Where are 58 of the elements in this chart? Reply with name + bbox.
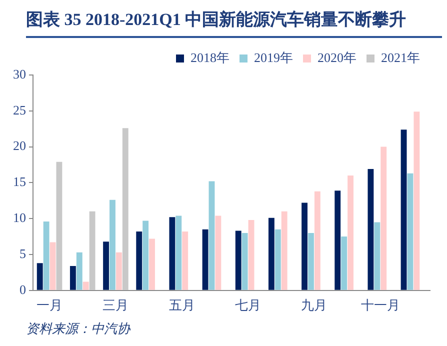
bar xyxy=(56,162,62,290)
bar xyxy=(70,266,76,290)
bar xyxy=(169,217,176,290)
chart-title: 图表 35 2018-2021Q1 中国新能源汽车销量不断攀升 xyxy=(26,9,406,31)
bar xyxy=(268,218,274,290)
bar xyxy=(43,221,50,290)
bar xyxy=(341,236,348,290)
y-tick-label: 10 xyxy=(13,210,26,226)
x-tick-label: 三月 xyxy=(102,298,129,313)
bar xyxy=(407,173,414,290)
bar xyxy=(208,181,215,290)
x-tick-label: 一月 xyxy=(36,298,63,313)
legend-label: 2019年 xyxy=(254,50,293,65)
bar xyxy=(50,242,56,290)
bar xyxy=(374,222,380,290)
bar xyxy=(116,252,122,290)
y-tick-label: 0 xyxy=(20,282,26,297)
text: 资料来源：中汽协 xyxy=(26,320,130,338)
bar xyxy=(182,232,188,290)
x-tick-label: 十一月 xyxy=(360,298,400,313)
bar xyxy=(302,202,308,290)
bar xyxy=(110,200,116,290)
bar xyxy=(368,169,374,290)
bar xyxy=(274,229,281,290)
y-tick-label: 25 xyxy=(13,102,26,118)
bar xyxy=(248,220,254,290)
bar xyxy=(380,146,387,290)
y-tick-label: 5 xyxy=(20,246,26,261)
y-tick-label: 30 xyxy=(13,66,26,82)
bar xyxy=(36,263,43,290)
bar xyxy=(235,230,242,290)
legend-label: 2018年 xyxy=(190,50,230,65)
bar xyxy=(400,130,407,290)
legend-label: 2021年 xyxy=(381,50,420,65)
y-tick-label: 20 xyxy=(13,138,26,154)
bar xyxy=(122,128,128,290)
x-tick-label: 七月 xyxy=(235,298,262,313)
bar xyxy=(281,211,288,290)
bar xyxy=(308,232,314,290)
x-tick-label: 九月 xyxy=(301,298,328,313)
legend-label: 2020年 xyxy=(318,50,356,65)
bar xyxy=(103,242,109,290)
y-tick-label: 15 xyxy=(13,174,26,190)
bar xyxy=(414,112,420,290)
bar xyxy=(202,229,208,290)
bar xyxy=(314,191,320,290)
bar xyxy=(242,232,248,290)
bar xyxy=(136,232,142,290)
bar xyxy=(89,211,96,290)
bar xyxy=(76,252,82,290)
bar xyxy=(142,220,149,290)
bar xyxy=(215,216,222,290)
x-tick-label: 五月 xyxy=(168,298,195,313)
bar xyxy=(176,216,182,290)
bar xyxy=(348,176,354,290)
bar xyxy=(149,238,155,290)
bar xyxy=(82,282,89,290)
bar xyxy=(334,190,341,290)
